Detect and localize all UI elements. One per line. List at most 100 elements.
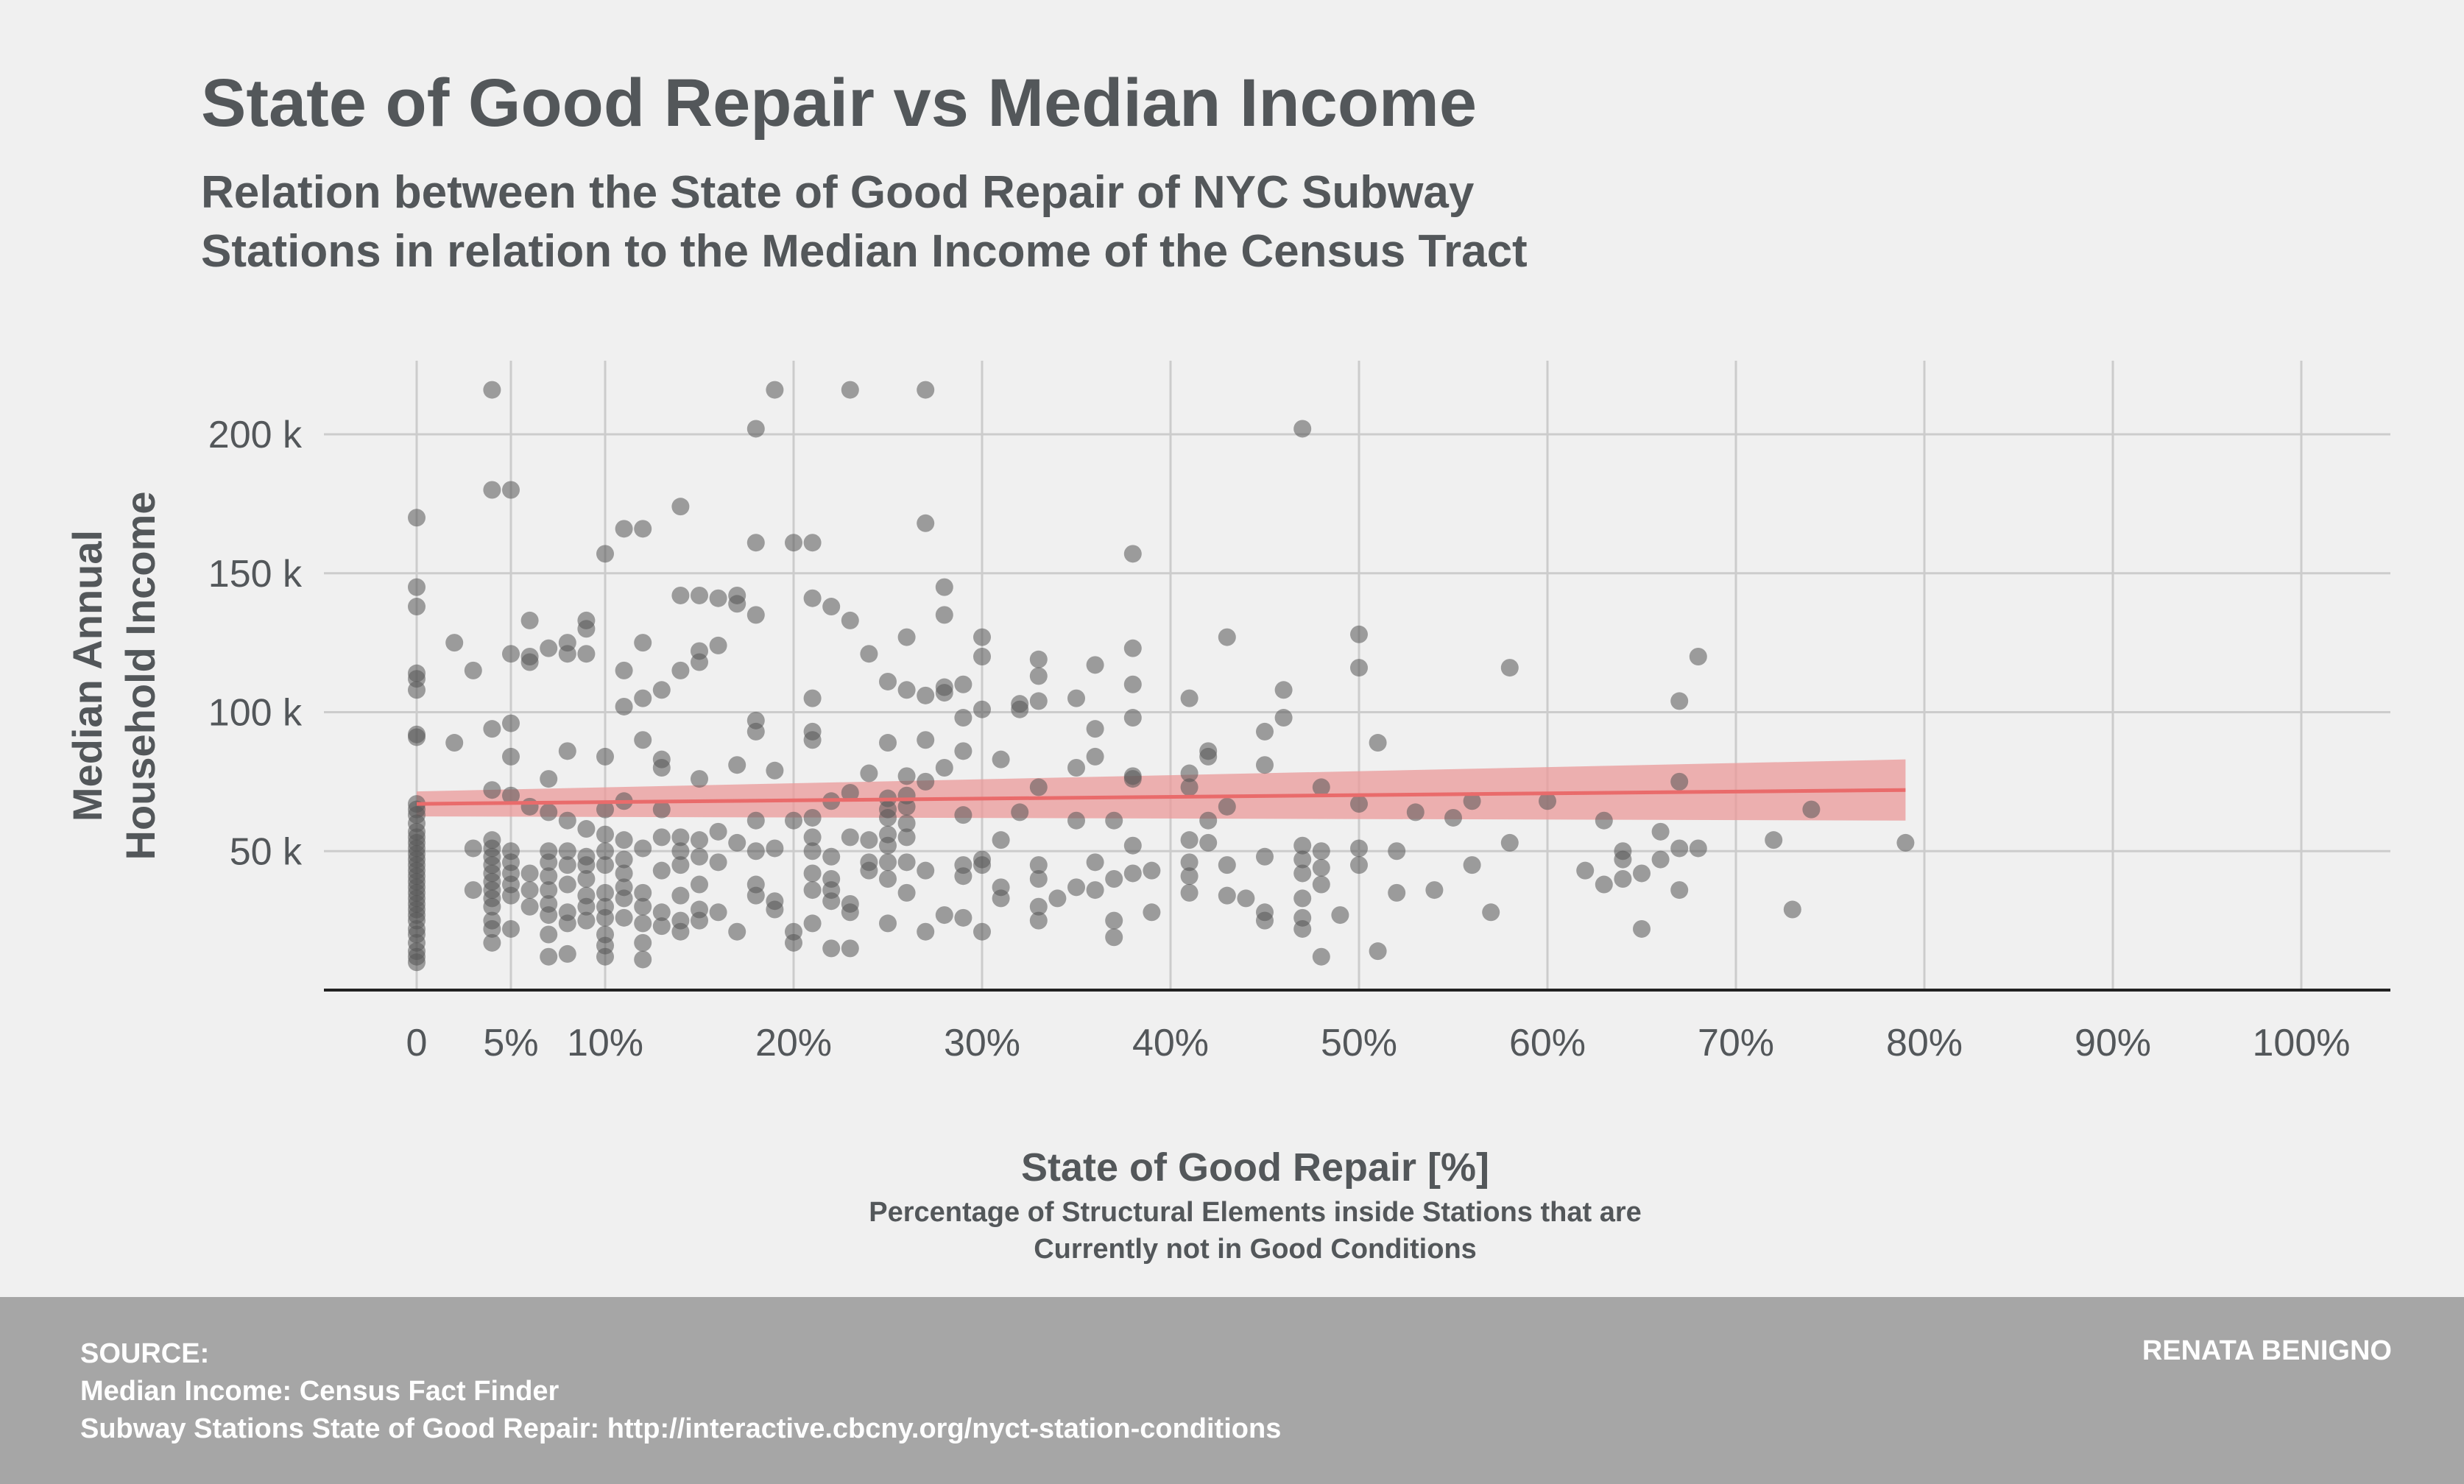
data-point bbox=[1123, 675, 1142, 693]
data-point bbox=[652, 681, 671, 699]
data-point bbox=[1029, 667, 1048, 685]
data-point bbox=[917, 514, 935, 532]
data-point bbox=[1105, 870, 1123, 888]
data-point bbox=[897, 628, 916, 646]
data-point bbox=[822, 847, 841, 866]
data-point bbox=[1086, 720, 1104, 738]
data-point bbox=[502, 481, 520, 499]
data-point bbox=[634, 950, 652, 969]
data-point bbox=[766, 900, 784, 919]
data-point bbox=[1293, 864, 1312, 883]
scatter-plot: 0 5% 10% 20% 30% 40% 50% 60% 70% 80% 90% 100% 50 k 10… bbox=[64, 361, 2390, 1064]
data-point bbox=[1237, 889, 1255, 908]
data-point bbox=[445, 634, 464, 652]
data-point bbox=[1293, 919, 1312, 938]
x-tick-label: 20% bbox=[755, 1022, 832, 1064]
data-point bbox=[1463, 792, 1481, 810]
data-point bbox=[615, 831, 633, 849]
data-point bbox=[558, 944, 576, 963]
data-point bbox=[1067, 811, 1085, 830]
data-point bbox=[1388, 883, 1406, 902]
data-point bbox=[615, 697, 633, 716]
data-point bbox=[746, 420, 765, 438]
data-point bbox=[558, 742, 576, 760]
data-point bbox=[652, 917, 671, 936]
data-point bbox=[897, 814, 916, 833]
data-point bbox=[1011, 700, 1029, 718]
data-point bbox=[540, 803, 558, 822]
data-point bbox=[992, 889, 1010, 908]
data-point bbox=[1331, 906, 1349, 925]
data-point bbox=[879, 808, 897, 827]
data-point bbox=[1143, 861, 1161, 880]
data-point bbox=[1312, 875, 1330, 894]
data-point bbox=[577, 620, 596, 638]
data-point bbox=[1651, 822, 1670, 841]
data-point bbox=[1123, 864, 1142, 883]
author-credit: RENATA BENIGNO bbox=[2142, 1335, 2392, 1366]
data-point bbox=[1086, 656, 1104, 674]
x-axis-sublabel-line-1: Percentage of Structural Elements inside… bbox=[869, 1197, 1642, 1228]
data-point bbox=[634, 883, 652, 902]
data-point bbox=[917, 731, 935, 749]
data-point bbox=[1350, 839, 1368, 858]
data-point bbox=[935, 759, 953, 777]
data-point bbox=[1293, 850, 1312, 869]
data-point bbox=[558, 856, 576, 875]
data-point bbox=[558, 875, 576, 894]
y-axis-label: Median Annual Household Income bbox=[64, 492, 163, 861]
data-point bbox=[1633, 919, 1651, 938]
data-point bbox=[1614, 850, 1632, 869]
data-point bbox=[1670, 839, 1689, 858]
data-point bbox=[577, 897, 596, 916]
data-point bbox=[671, 498, 690, 516]
data-point bbox=[1312, 778, 1330, 796]
data-point bbox=[897, 883, 916, 902]
data-point bbox=[1256, 847, 1274, 866]
data-point bbox=[615, 889, 633, 908]
data-point bbox=[408, 953, 426, 972]
data-point bbox=[671, 842, 690, 861]
data-point bbox=[1463, 856, 1481, 875]
data-point bbox=[822, 939, 841, 958]
data-point bbox=[1029, 856, 1048, 875]
data-point bbox=[408, 509, 426, 527]
data-point bbox=[973, 648, 991, 665]
data-point bbox=[634, 897, 652, 916]
data-point bbox=[691, 875, 708, 894]
data-point bbox=[766, 381, 784, 399]
data-point bbox=[1293, 889, 1312, 908]
data-point bbox=[1123, 709, 1142, 727]
data-point bbox=[785, 534, 802, 552]
data-point bbox=[935, 578, 953, 596]
data-point bbox=[897, 681, 916, 699]
data-point bbox=[1765, 831, 1783, 849]
data-point bbox=[709, 853, 727, 872]
data-point bbox=[577, 856, 596, 875]
data-point bbox=[879, 836, 897, 855]
data-point bbox=[1312, 947, 1330, 966]
data-point bbox=[483, 381, 501, 399]
x-tick-label: 90% bbox=[2075, 1022, 2151, 1064]
data-point bbox=[520, 611, 539, 629]
x-tick-label: 40% bbox=[1132, 1022, 1209, 1064]
gridlines bbox=[324, 361, 2390, 990]
data-point bbox=[973, 700, 991, 718]
data-point bbox=[483, 720, 501, 738]
data-point bbox=[1199, 747, 1218, 766]
data-point bbox=[785, 811, 802, 830]
data-point bbox=[728, 922, 746, 941]
data-point bbox=[1105, 911, 1123, 930]
data-point bbox=[520, 881, 539, 900]
data-point bbox=[691, 831, 708, 849]
data-point bbox=[520, 864, 539, 883]
data-point bbox=[671, 661, 690, 679]
data-point bbox=[596, 947, 614, 966]
data-point bbox=[954, 867, 972, 886]
data-point bbox=[841, 381, 859, 399]
data-point bbox=[1180, 867, 1199, 886]
data-point bbox=[1199, 833, 1218, 852]
data-point bbox=[408, 578, 426, 596]
data-point bbox=[954, 806, 972, 824]
data-point bbox=[408, 728, 426, 746]
